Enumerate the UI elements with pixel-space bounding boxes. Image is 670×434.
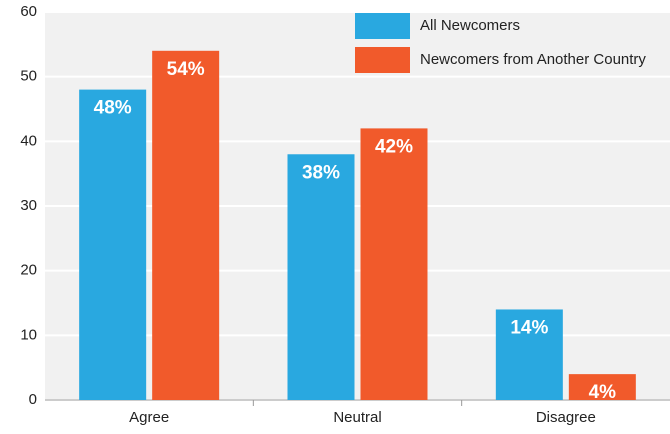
- legend-label: Newcomers from Another Country: [420, 51, 646, 68]
- value-label: 14%: [510, 317, 548, 338]
- bar: [79, 89, 147, 400]
- y-tick-label: 30: [20, 197, 37, 214]
- y-tick-label: 20: [20, 262, 37, 279]
- bar: [360, 128, 428, 400]
- y-tick-label: 0: [29, 391, 37, 408]
- x-tick-label: Disagree: [536, 409, 596, 426]
- legend-swatch: [355, 13, 410, 39]
- legend-swatch: [355, 47, 410, 73]
- x-tick-label: Neutral: [333, 409, 381, 426]
- value-label: 42%: [375, 136, 413, 157]
- y-tick-label: 40: [20, 132, 37, 149]
- value-label: 54%: [167, 59, 205, 80]
- legend-label: All Newcomers: [420, 17, 520, 34]
- x-tick-label: Agree: [129, 409, 169, 426]
- value-label: 38%: [302, 162, 340, 183]
- y-tick-label: 60: [20, 3, 37, 20]
- y-tick-label: 50: [20, 68, 37, 85]
- y-tick-label: 10: [20, 326, 37, 343]
- bar: [568, 374, 636, 400]
- value-label: 48%: [94, 98, 132, 119]
- bar: [152, 50, 220, 401]
- bar: [287, 154, 355, 400]
- bar: [495, 309, 563, 400]
- value-label: 4%: [589, 382, 617, 403]
